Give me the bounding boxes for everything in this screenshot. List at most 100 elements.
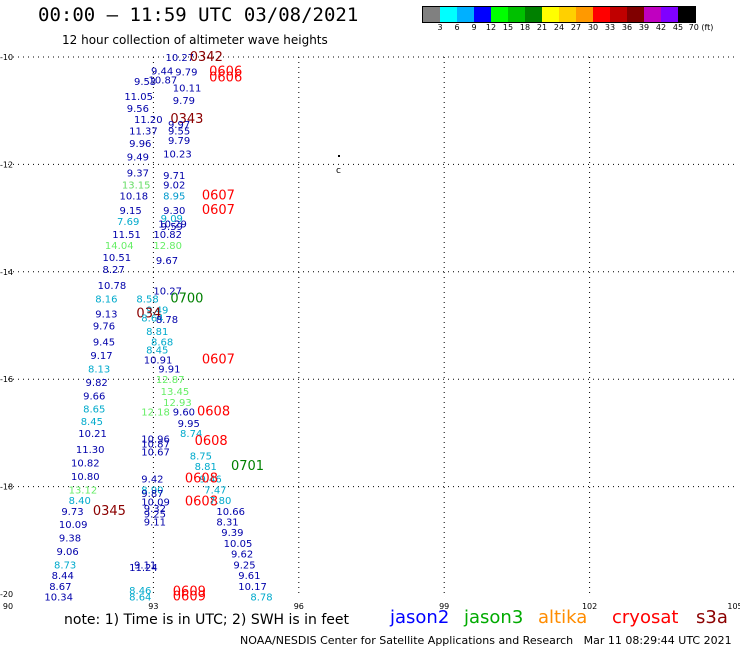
wave-height-label: 9.82 [86,378,108,389]
wave-height-label: 9.38 [59,534,81,545]
wave-height-label: 10.87 [149,76,178,87]
wave-height-label: 8.65 [83,405,105,416]
wave-height-label: 9.87 [141,489,163,500]
wave-height-label: 7.47 [204,485,226,496]
color-scale-label: 45 [672,23,684,32]
color-scale-label: 36 [621,23,633,32]
wave-height-label: 8.78 [250,593,272,604]
wave-height-label: 9.79 [175,67,197,78]
wave-height-label: 10.82 [153,230,182,241]
wave-height-label: 9.97 [168,120,190,131]
footer-note: note: 1) Time is in UTC; 2) SWH is in fe… [64,612,350,628]
color-scale-label: 15 [502,23,514,32]
wave-height-label: 10.51 [103,253,132,264]
color-scale-label: 21 [536,23,548,32]
pass-time-label: 0606 [209,64,242,79]
wave-height-label: 8.73 [54,560,76,571]
wave-height-label: 8.16 [95,295,117,306]
wave-height-label: 9.56 [127,104,149,115]
wave-height-label: 9.15 [119,206,141,217]
wave-height-label: 9.13 [95,310,117,321]
legend-jason3: jason3 [464,607,524,628]
wave-height-label: 9.95 [178,419,200,430]
wave-height-label: 8.90 [141,485,163,496]
lat-tick-label: -12 [0,160,13,169]
wave-height-label: 12.80 [153,241,182,252]
wave-height-label: 9.71 [163,171,185,182]
wave-height-label: 12.87 [156,375,185,386]
wave-height-label: 11.51 [112,230,141,241]
wave-height-label: 8.31 [216,518,238,529]
wave-height-label: 10.87 [141,440,170,451]
pass-time-label: 0606 [209,70,242,85]
pass-time-label: 0701 [231,459,264,474]
wave-height-label: 7.69 [117,217,139,228]
wave-height-label: 9.09 [161,214,183,225]
wave-height-label: 8.64 [129,593,151,604]
wave-height-label: 9.79 [168,136,190,147]
wave-height-label: 8.78 [156,315,178,326]
wave-height-label: 11.05 [124,92,153,103]
color-scale-label: 70 (ft) [688,23,714,32]
lat-tick-label: -18 [0,483,13,492]
wave-height-label: 8.81 [195,462,217,473]
wave-height-label: 10.23 [163,150,192,161]
color-scale-cell [559,7,576,22]
pass-time-label: 0609 [173,584,206,599]
wave-height-label: 9.66 [83,391,105,402]
pass-time-label: 0343 [170,112,203,127]
lon-tick-label: 90 [3,602,13,611]
wave-height-label: 10.66 [216,507,245,518]
wave-height-label: 8.68 [151,338,173,349]
color-scale-cell [474,7,491,22]
color-scale-cell [644,7,661,22]
wave-height-label: 9.06 [56,547,78,558]
lon-tick-label: 102 [582,602,597,611]
pass-time-label: 0608 [197,404,230,419]
wave-height-label: 11.37 [129,127,158,138]
color-scale-label: 30 [587,23,599,32]
wave-height-label: 8.45 [146,346,168,357]
color-scale-cell [508,7,525,22]
color-scale-cell [457,7,474,22]
wave-height-label: 9.61 [238,571,260,582]
color-scale-cell [593,7,610,22]
legend-s3a: s3a [696,607,728,628]
wave-height-label: 10.27 [166,53,195,64]
wave-height-label: 9.11 [144,518,166,529]
wave-height-label: 14.04 [105,241,134,252]
small-dot-marker [338,155,340,157]
wave-height-label: 9.45 [93,338,115,349]
lon-tick-label: 105 [727,602,740,611]
wave-height-label: 12.93 [163,398,192,409]
small-track-marker: ᴄ [336,166,341,176]
legend-altika: altika [538,607,588,628]
wave-height-label: 9.25 [233,560,255,571]
color-scale-label: 12 [485,23,497,32]
wave-height-label: 8.81 [146,327,168,338]
pass-time-label: 0607 [202,189,235,204]
color-scale-label: 24 [553,23,565,32]
pass-time-label: 0345 [93,504,126,519]
pass-time-label: 0342 [190,50,223,65]
wave-height-label: 12.18 [141,407,170,418]
color-scale-label: 6 [454,23,460,32]
wave-height-label: 11.30 [76,445,105,456]
color-scale-cell [440,7,457,22]
wave-height-label: 10.29 [158,219,187,230]
wave-height-label: 9.55 [168,127,190,138]
wave-height-label: 11.20 [134,115,163,126]
wave-height-label: 10.91 [144,355,173,366]
wave-height-label: 8.45 [81,417,103,428]
wave-height-label: 10.18 [119,192,148,203]
wave-height-label: 8.75 [190,451,212,462]
wave-height-label: 9.79 [173,96,195,107]
lat-tick-label: -14 [0,268,13,277]
wave-height-label: 10.82 [71,458,100,469]
page-title: 00:00 – 11:59 UTC 03/08/2021 [38,4,359,26]
page-subtitle: 12 hour collection of altimeter wave hei… [62,33,328,47]
pass-time-label: 0607 [202,203,235,218]
color-scale-label: 9 [471,23,477,32]
color-scale-label: 33 [604,23,616,32]
color-scale-cell [661,7,678,22]
